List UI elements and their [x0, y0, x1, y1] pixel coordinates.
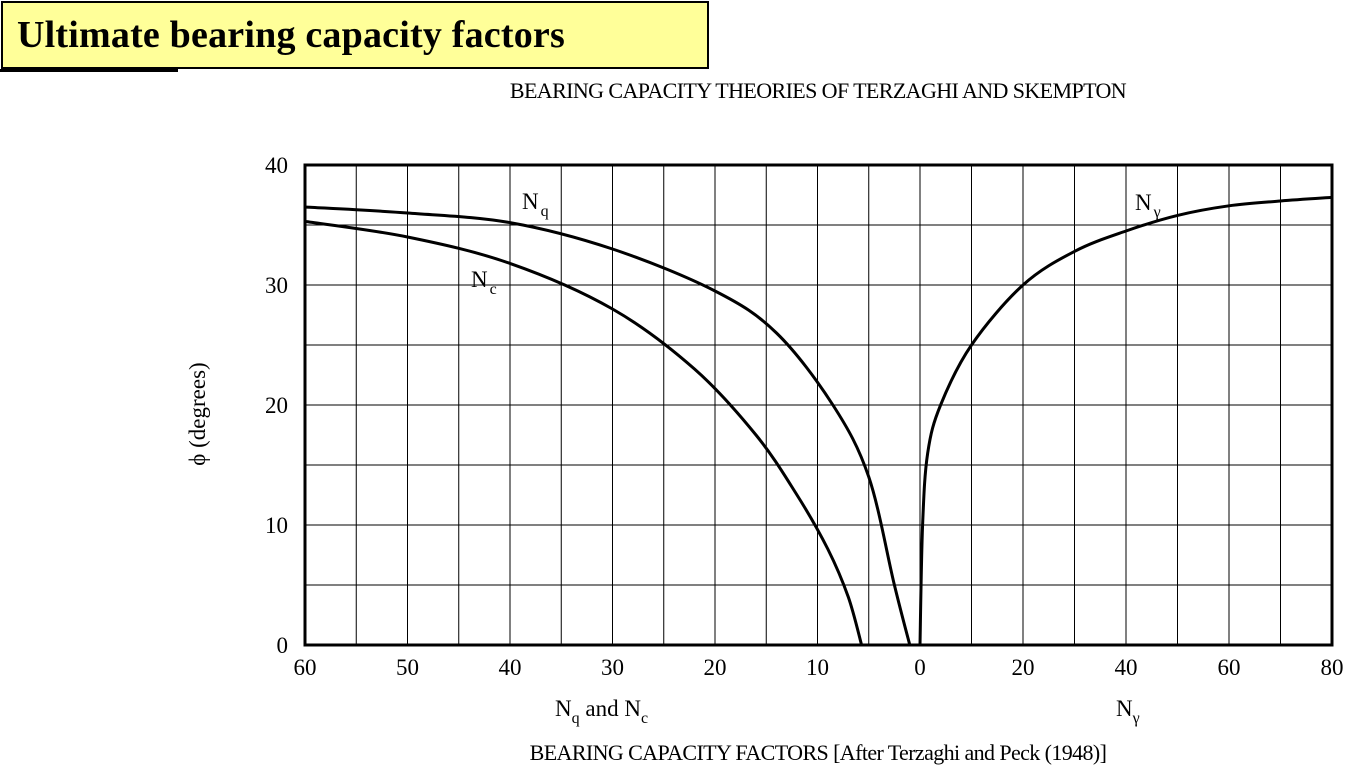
y-axis-label: ϕ (degrees) — [185, 362, 210, 465]
x-tick-label-left: 20 — [704, 655, 727, 680]
series-line-ngamma — [918, 195, 1334, 647]
chart-caption: BEARING CAPACITY FACTORS [After Terzaghi… — [530, 740, 1107, 765]
x-tick-label-left: 10 — [806, 655, 829, 680]
series-line-nq — [303, 205, 912, 647]
series-line-nc — [303, 219, 864, 647]
x-tick-label-left: 50 — [396, 655, 419, 680]
x-tick-label-left: 30 — [601, 655, 624, 680]
plot-frame — [303, 163, 1334, 647]
chart-title: BEARING CAPACITY THEORIES OF TERZAGHI AN… — [510, 78, 1127, 103]
x-tick-label-left: 40 — [499, 655, 522, 680]
series-label-sub: q — [541, 203, 549, 220]
x-tick-label-left: 0 — [914, 655, 926, 680]
title-banner: Ultimate bearing capacity factors — [1, 1, 709, 69]
series-label-sub: γ — [1153, 204, 1161, 221]
y-tick-label: 20 — [265, 393, 288, 418]
grid — [305, 165, 1332, 645]
x-tick-label-right: 20 — [1012, 655, 1035, 680]
x-tick-label-left: 60 — [294, 655, 317, 680]
title-underline — [0, 69, 178, 72]
series-label-sub: c — [490, 281, 497, 298]
right-x-axis-label: Nγ — [1116, 696, 1140, 727]
series-label-main: N — [522, 189, 539, 214]
page-title: Ultimate bearing capacity factors — [17, 14, 565, 56]
axis-ticks: 0 10 20 30 40 60 50 40 30 20 10 0 20 40 60 80 — [265, 153, 1344, 680]
x-tick-label-right: 40 — [1115, 655, 1138, 680]
y-tick-label: 40 — [265, 153, 288, 178]
x-tick-label-right: 60 — [1218, 655, 1241, 680]
left-x-axis-label: Nq and Nc — [555, 696, 648, 727]
series-label-main: N — [471, 267, 488, 292]
x-tick-label-right: 80 — [1321, 655, 1344, 680]
y-tick-label: 10 — [265, 513, 288, 538]
y-tick-label: 30 — [265, 273, 288, 298]
series-label-main: N — [1135, 190, 1152, 215]
y-tick-label: 0 — [277, 633, 289, 658]
